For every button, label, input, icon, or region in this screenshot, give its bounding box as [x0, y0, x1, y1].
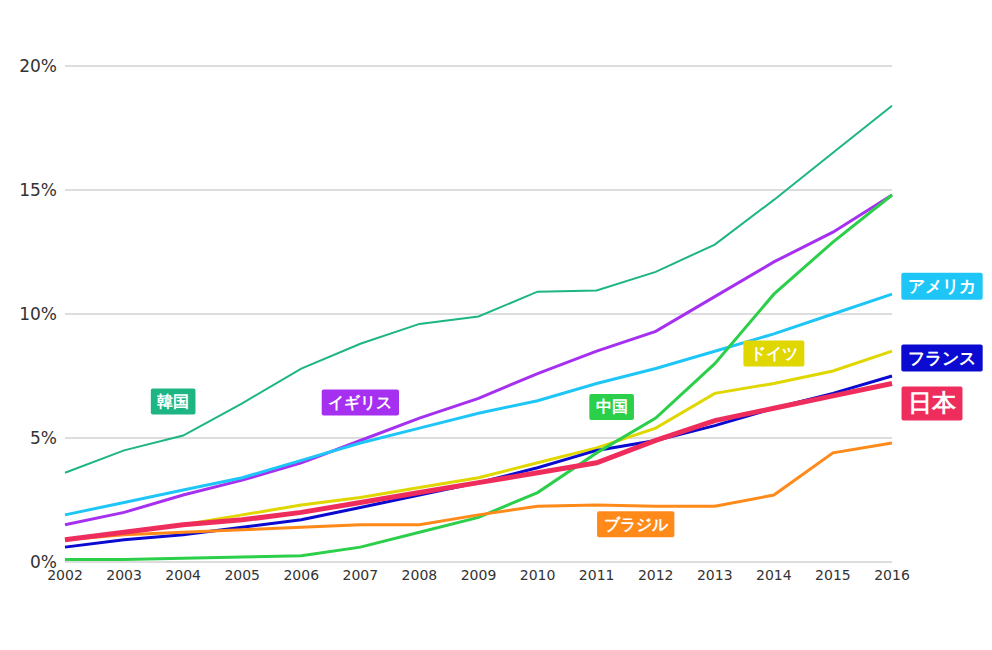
svg-text:中国: 中国: [596, 397, 628, 416]
svg-text:日本: 日本: [908, 389, 957, 417]
svg-text:フランス: フランス: [908, 348, 976, 368]
svg-text:2013: 2013: [697, 567, 733, 583]
svg-text:2005: 2005: [224, 567, 260, 583]
svg-text:ドイツ: ドイツ: [750, 344, 798, 363]
svg-text:2012: 2012: [638, 567, 674, 583]
svg-text:2016: 2016: [874, 567, 910, 583]
svg-text:2011: 2011: [579, 567, 615, 583]
svg-text:2007: 2007: [343, 567, 379, 583]
svg-text:2014: 2014: [756, 567, 792, 583]
svg-text:2015: 2015: [815, 567, 851, 583]
svg-text:0%: 0%: [30, 552, 57, 572]
svg-text:アメリカ: アメリカ: [908, 276, 976, 296]
svg-text:2003: 2003: [106, 567, 142, 583]
svg-text:2008: 2008: [402, 567, 438, 583]
svg-text:イギリス: イギリス: [328, 393, 392, 412]
svg-text:ブラジル: ブラジル: [604, 515, 669, 534]
svg-text:韓国: 韓国: [157, 392, 189, 411]
svg-text:2004: 2004: [165, 567, 201, 583]
svg-text:2010: 2010: [520, 567, 556, 583]
svg-text:20%: 20%: [19, 56, 57, 76]
svg-text:5%: 5%: [30, 428, 57, 448]
svg-text:2009: 2009: [461, 567, 497, 583]
svg-text:10%: 10%: [19, 304, 57, 324]
svg-text:2006: 2006: [283, 567, 319, 583]
svg-text:2002: 2002: [47, 566, 83, 583]
svg-text:15%: 15%: [19, 180, 57, 200]
